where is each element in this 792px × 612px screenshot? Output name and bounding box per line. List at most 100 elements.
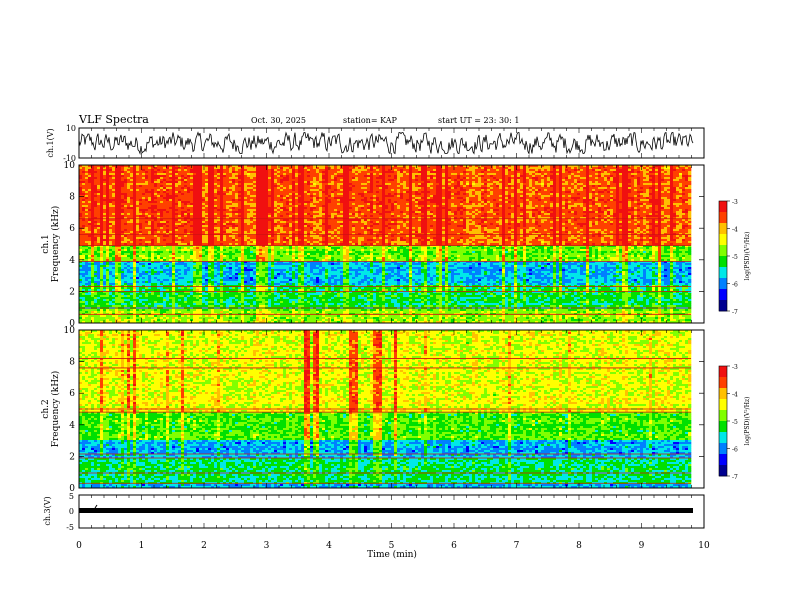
spectrogram-cell bbox=[106, 173, 109, 175]
spectrogram-cell bbox=[337, 169, 340, 171]
spectrogram-cell bbox=[406, 173, 409, 175]
spectrogram-cell bbox=[484, 167, 487, 169]
spectrogram-cell bbox=[118, 169, 121, 171]
spectrogram-cell bbox=[253, 169, 256, 171]
spectrogram-cell bbox=[280, 167, 283, 169]
spectrogram-cell bbox=[643, 169, 646, 171]
spectrogram-cell bbox=[154, 171, 157, 173]
spectrogram-cell bbox=[295, 167, 298, 169]
spectrogram-cell bbox=[259, 175, 262, 177]
spectrogram-cell bbox=[364, 173, 367, 175]
spectrogram-cell bbox=[349, 167, 352, 169]
spectrogram-cell bbox=[604, 173, 607, 175]
spectrogram-cell bbox=[145, 171, 148, 173]
spectrogram-cell bbox=[337, 173, 340, 175]
spectrogram-cell bbox=[553, 173, 556, 175]
spectrogram-cell bbox=[457, 167, 460, 169]
spectrogram-cell bbox=[352, 173, 355, 175]
spectrogram-cell bbox=[328, 171, 331, 173]
spectrogram-cell bbox=[340, 175, 343, 177]
spectrogram-cell bbox=[574, 167, 577, 169]
spectrogram-cell bbox=[247, 167, 250, 169]
spectrogram-cell bbox=[469, 171, 472, 173]
spectrogram-cell bbox=[88, 169, 91, 171]
spectrogram-cell bbox=[325, 169, 328, 171]
spectrogram-cell bbox=[421, 171, 424, 173]
spectrogram-cell bbox=[505, 171, 508, 173]
spectrogram-cell bbox=[259, 173, 262, 175]
spectrogram-cell bbox=[274, 169, 277, 171]
spectrogram-cell bbox=[304, 167, 307, 169]
spectrogram-cell bbox=[577, 169, 580, 171]
spectrogram-cell bbox=[307, 169, 310, 171]
spectrogram-cell bbox=[169, 169, 172, 171]
spectrogram-cell bbox=[496, 171, 499, 173]
spectrogram-cell bbox=[235, 173, 238, 175]
spectrogram-cell bbox=[418, 173, 421, 175]
spectrogram-cell bbox=[241, 171, 244, 173]
spectrogram-cell bbox=[523, 173, 526, 175]
spectrogram-cell bbox=[172, 167, 175, 169]
spectrogram-cell bbox=[631, 171, 634, 173]
spectrogram-cell bbox=[643, 171, 646, 173]
spectrogram-cell bbox=[124, 175, 127, 177]
spectrogram-cell bbox=[469, 167, 472, 169]
spectrogram-cell bbox=[85, 171, 88, 173]
spectrogram-cell bbox=[370, 175, 373, 177]
spectrogram-cell bbox=[385, 169, 388, 171]
spectrogram-cell bbox=[490, 169, 493, 171]
spectrogram-cell bbox=[577, 167, 580, 169]
spectrogram-cell bbox=[157, 175, 160, 177]
spectrogram-cell bbox=[211, 175, 214, 177]
spectrogram-cell bbox=[334, 173, 337, 175]
spectrogram-cell bbox=[307, 171, 310, 173]
spectrogram-cell bbox=[352, 169, 355, 171]
spectrogram-cell bbox=[655, 173, 658, 175]
spectrogram-cell bbox=[268, 175, 271, 177]
spectrogram-cell bbox=[400, 167, 403, 169]
spectrogram-cell bbox=[130, 173, 133, 175]
spectrogram-cell bbox=[298, 169, 301, 171]
spectrogram-cell bbox=[346, 171, 349, 173]
spectrogram-cell bbox=[556, 169, 559, 171]
spectrogram-cell bbox=[460, 169, 463, 171]
spectrogram-cell bbox=[547, 171, 550, 173]
spectrogram-cell bbox=[682, 171, 685, 173]
spectrogram-cell bbox=[598, 167, 601, 169]
spectrogram-cell bbox=[118, 171, 121, 173]
spectrogram-cell bbox=[385, 175, 388, 177]
spectrogram-cell bbox=[106, 171, 109, 173]
spectrogram-cell bbox=[292, 169, 295, 171]
spectrogram-cell bbox=[289, 175, 292, 177]
spectrogram-cell bbox=[226, 175, 229, 177]
spectrogram-cell bbox=[427, 167, 430, 169]
spectrogram-cell bbox=[547, 167, 550, 169]
spectrogram-cell bbox=[121, 175, 124, 177]
spectrogram-cell bbox=[514, 167, 517, 169]
spectrogram-cell bbox=[523, 171, 526, 173]
spectrogram-cell bbox=[682, 173, 685, 175]
spectrogram-cell bbox=[379, 167, 382, 169]
spectrogram-cell bbox=[157, 171, 160, 173]
spectrogram-cell bbox=[349, 175, 352, 177]
spectrogram-cell bbox=[511, 173, 514, 175]
spectrogram-cell bbox=[121, 169, 124, 171]
spectrogram-cell bbox=[433, 171, 436, 173]
spectrogram-cell bbox=[457, 173, 460, 175]
spectrogram-cell bbox=[313, 173, 316, 175]
spectrogram-cell bbox=[520, 173, 523, 175]
spectrogram-cell bbox=[283, 173, 286, 175]
spectrogram-cell bbox=[412, 171, 415, 173]
spectrogram-cell bbox=[112, 167, 115, 169]
ch1-spectrogram-image bbox=[79, 165, 691, 323]
spectrogram-cell bbox=[670, 167, 673, 169]
spectrogram-cell bbox=[535, 173, 538, 175]
spectrogram-cell bbox=[583, 173, 586, 175]
spectrogram-cell bbox=[577, 171, 580, 173]
spectrogram-cell bbox=[346, 167, 349, 169]
spectrogram-cell bbox=[514, 173, 517, 175]
spectrogram-cell bbox=[487, 171, 490, 173]
spectrogram-cell bbox=[208, 173, 211, 175]
spectrogram-cell bbox=[499, 171, 502, 173]
spectrogram-cell bbox=[367, 175, 370, 177]
